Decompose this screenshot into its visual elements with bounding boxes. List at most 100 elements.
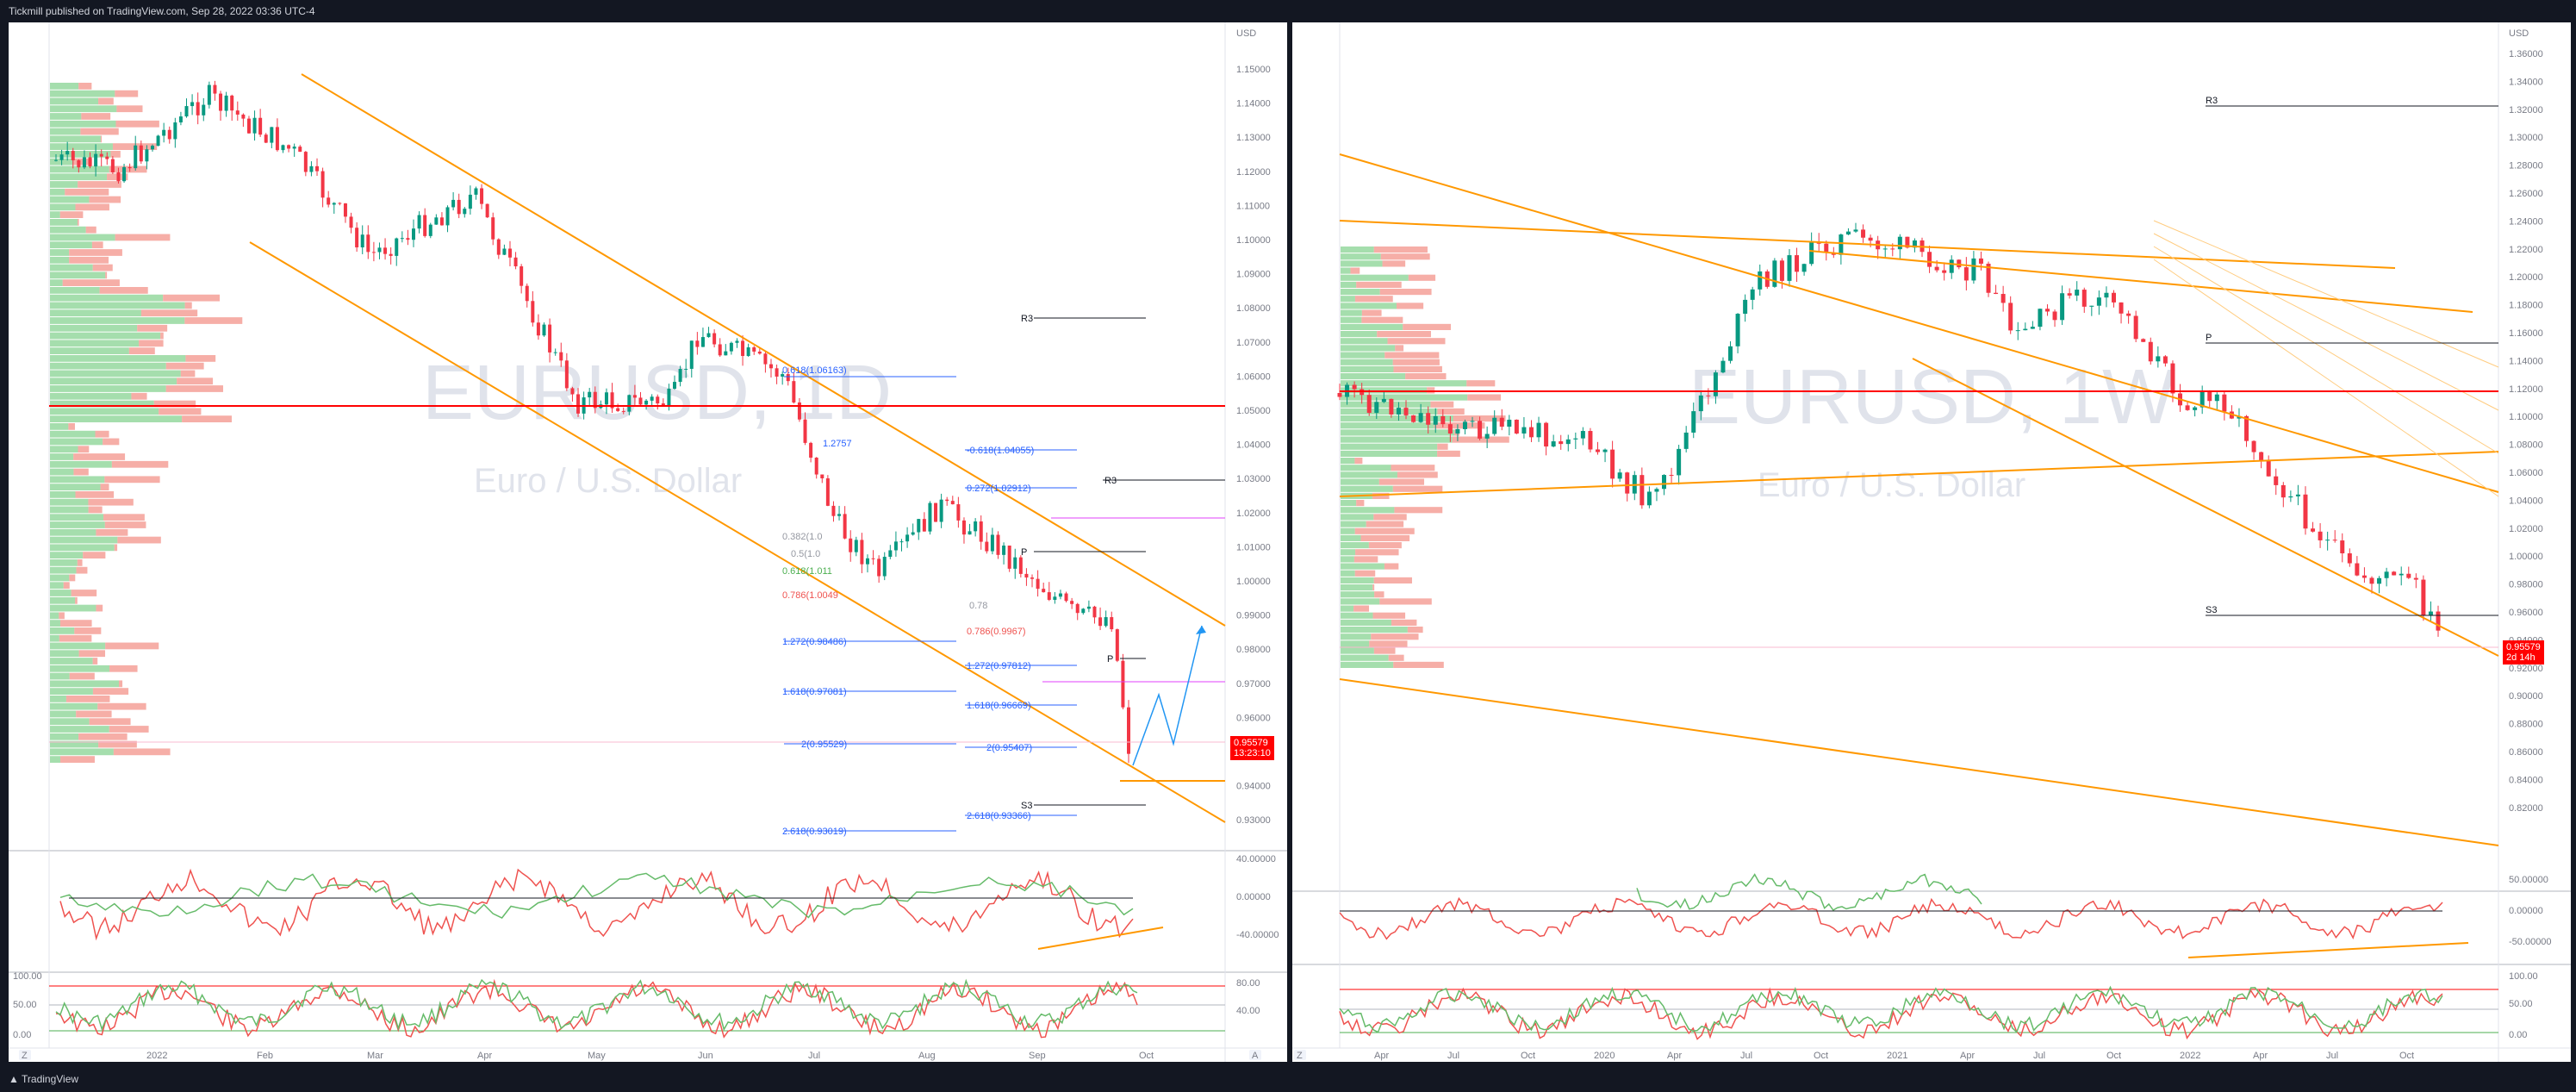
profile-bar-down	[1397, 471, 1438, 478]
candle-body	[2193, 407, 2198, 410]
profile-bar-down	[109, 165, 147, 173]
rsi-trendline[interactable]	[1037, 927, 1164, 950]
rising-trend-line[interactable]	[1339, 451, 2499, 497]
profile-bar-down	[109, 665, 138, 672]
profile-bar-up	[1341, 260, 1383, 267]
candle-body	[139, 145, 143, 162]
price-tick: 0.88000	[2509, 720, 2543, 730]
profile-bar-up	[1341, 465, 1391, 471]
profile-bar-up	[1341, 598, 1380, 605]
candle-body	[1092, 606, 1097, 618]
profile-bar-up	[50, 385, 166, 392]
profile-bar-up	[1341, 267, 1351, 274]
left-chart-panel[interactable]: EURUSD, 1D Euro / U.S. Dollar R3 R3 P P …	[9, 22, 1287, 1062]
channel-lower-line[interactable]	[249, 241, 1226, 823]
time-tick: 2020	[1594, 1051, 1615, 1061]
profile-bar-up	[1341, 365, 1394, 372]
left-chart-canvas[interactable]: EURUSD, 1D Euro / U.S. Dollar R3 R3 P P …	[9, 22, 1287, 1062]
fib-label: 2.618(0.93019)	[782, 827, 847, 837]
rsi-tick: -50.00000	[2509, 937, 2552, 947]
long-trend-line[interactable]	[1339, 153, 2499, 493]
candle-body	[882, 557, 887, 577]
candle-body	[2111, 292, 2116, 303]
time-axis[interactable]: Apr Jul Oct 2020 Apr Jul Oct 2021 Apr Jul Oct 2022 A…	[1374, 1051, 2414, 1061]
pitchfork-line[interactable]	[2153, 233, 2499, 411]
last-price-tag: 0.95579 2d 14h	[2503, 640, 2544, 665]
stoch-pane[interactable]	[1339, 985, 2443, 1040]
candle-body	[1720, 360, 1726, 373]
zoom-button[interactable]	[19, 1050, 31, 1060]
stoch-tick: 0.00	[2509, 1030, 2527, 1040]
auto-scale-label: A	[1252, 1051, 1259, 1061]
candle-body	[956, 504, 961, 521]
profile-bar-down	[177, 378, 214, 385]
rsi-trendline[interactable]	[2187, 942, 2469, 958]
candle-body	[741, 340, 745, 357]
channel-upper-line[interactable]	[301, 73, 1226, 627]
profile-bar-up	[50, 521, 105, 528]
trend-line[interactable]	[1339, 220, 2396, 269]
time-tick: Apr	[2253, 1051, 2268, 1061]
profile-bar-up	[1341, 246, 1374, 253]
rsi-pane[interactable]	[1339, 873, 2443, 940]
candle-body	[213, 84, 217, 94]
rsi-pane[interactable]	[59, 868, 1134, 941]
fib-retracement[interactable]: 0.786(1.0049 0.618(1.011 0.382(1.0 0.5(1…	[782, 439, 1026, 637]
candle-body	[1957, 259, 1962, 268]
candle-body	[406, 238, 410, 240]
candle-body	[996, 534, 1000, 555]
fib-extension-2[interactable]: -0.618(1.04055) 0.272(1.02912) 1.272(0.9…	[965, 446, 1077, 821]
fib-label: 0.78	[969, 601, 987, 611]
trend-line[interactable]	[1808, 250, 2473, 313]
profile-bar-up	[50, 362, 166, 370]
candle-body	[1002, 546, 1006, 555]
profile-bar-down	[71, 590, 97, 596]
zoom-button[interactable]	[1294, 1050, 1306, 1060]
candle-body	[2340, 540, 2345, 553]
profile-bar-down	[1373, 514, 1407, 521]
profile-bar-up	[50, 105, 117, 113]
pitchfork-line[interactable]	[2153, 246, 2499, 454]
time-axis[interactable]: 2022 Feb Mar Apr May Jun Jul Aug Sep Oct	[146, 1051, 1154, 1061]
pitchfork-line[interactable]	[2153, 220, 2499, 368]
candle-body	[122, 166, 127, 182]
candle-body	[219, 93, 223, 111]
right-chart-panel[interactable]: EURUSD, 1W Euro / U.S. Dollar R3 P S3 US…	[1292, 22, 2571, 1062]
candle-body	[1890, 248, 1895, 250]
candle-body	[2162, 356, 2168, 364]
price-axis[interactable]: 1.36000 1.34000 1.32000 1.30000 1.28000 1.260…	[2509, 49, 2543, 814]
candle-body	[2133, 315, 2138, 340]
candle-body	[985, 541, 989, 552]
price-tick: 1.04000	[1236, 440, 1271, 451]
pitchfork-line[interactable]	[2153, 259, 2499, 497]
candle-body	[763, 353, 768, 365]
fib-extension-1[interactable]: 0.618(1.06163) 1.272(0.98486) 1.618(0.97…	[782, 365, 956, 837]
profile-bar-up	[1341, 289, 1380, 296]
profile-bar-up	[1341, 458, 1355, 465]
stoch-pane[interactable]	[55, 978, 1138, 1039]
candle-body	[2377, 577, 2382, 584]
profile-bar-up	[50, 552, 84, 558]
candle-body	[786, 374, 790, 382]
profile-bar-down	[74, 627, 102, 634]
profile-bar-down	[92, 264, 113, 271]
profile-bar-down	[59, 211, 84, 218]
price-tick: 0.99000	[1236, 611, 1271, 621]
price-axis[interactable]: 1.15000 1.14000 1.13000 1.12000 1.11000 1.100…	[1236, 65, 1271, 826]
profile-bar-down	[98, 740, 137, 748]
projection-path[interactable]	[1132, 625, 1203, 766]
profile-bar-down	[75, 203, 109, 211]
candle-body	[656, 396, 660, 404]
lower-trend-line[interactable]	[1339, 678, 2499, 846]
right-chart-canvas[interactable]: EURUSD, 1W Euro / U.S. Dollar R3 P S3 US…	[1292, 22, 2571, 1062]
channel-lower-line[interactable]	[1912, 358, 2499, 657]
candle-body	[230, 95, 234, 111]
profile-bar-down	[128, 347, 155, 354]
last-price-value: 0.95579	[1234, 738, 1268, 748]
auto-scale-button[interactable]	[1249, 1050, 1261, 1060]
stoch-tick: 100.00	[13, 971, 42, 982]
candle-body	[871, 558, 875, 559]
candle-body	[184, 106, 189, 117]
candle-body	[1654, 489, 1659, 492]
profile-bar-up	[50, 340, 140, 347]
